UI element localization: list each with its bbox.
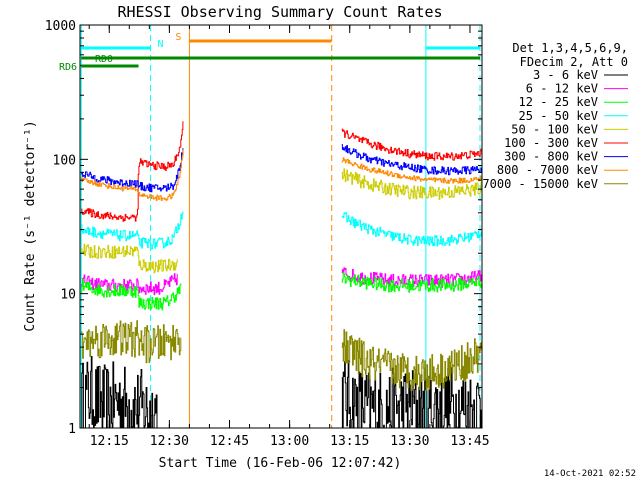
x-tick-label-3: 13:00 (270, 434, 309, 449)
flag-label-n: N (158, 39, 164, 50)
series-1-segment-1 (341, 267, 482, 288)
series-0-segment-0 (81, 356, 158, 428)
plot-area (80, 25, 482, 428)
series-7-segment-1 (341, 157, 482, 184)
flag-label-rd6: RD6 (59, 62, 77, 73)
series-4-segment-0 (81, 243, 178, 274)
x-tick-label-0: 12:15 (90, 434, 129, 449)
legend-label-8: 7000 - 15000 keV (482, 177, 598, 191)
series-8-segment-1 (341, 329, 482, 392)
y-tick-label-2: 100 (53, 153, 76, 168)
legend-label-1: 6 - 12 keV (526, 82, 598, 96)
series-6-segment-0 (81, 148, 184, 193)
series-3-segment-0 (81, 211, 184, 250)
x-axis-label: Start Time (16-Feb-06 12:07:42) (159, 456, 402, 471)
series-8-segment-0 (81, 320, 182, 364)
x-tick-label-1: 12:30 (150, 434, 189, 449)
legend-label-0: 3 - 6 keV (533, 68, 598, 82)
axis-ticks: 12:15 12:30 12:45 13:00 13:15 13:30 13:45 1 10 10… (45, 19, 490, 449)
legend-label-3: 25 - 50 keV (519, 109, 598, 123)
x-tick-label-4: 13:15 (330, 434, 369, 449)
y-tick-label-3: 1000 (45, 19, 76, 34)
series-0-segment-1 (341, 360, 482, 428)
series-7-segment-0 (81, 149, 184, 201)
flag-label-s: S (175, 32, 181, 43)
series-2-segment-0 (81, 279, 182, 311)
flag-label-rd0: RD0 (95, 54, 113, 65)
series-4-segment-1 (341, 168, 482, 200)
series-5-segment-0 (81, 121, 184, 222)
legend-label-5: 100 - 300 keV (504, 136, 598, 150)
y-tick-label-1: 10 (60, 288, 76, 303)
chart-title: RHESSI Observing Summary Count Rates (117, 3, 442, 21)
legend-header-line1: Det 1,3,4,5,6,9, (512, 41, 628, 55)
legend-label-4: 50 - 100 keV (511, 122, 598, 136)
plot-frame (79, 24, 483, 429)
y-tick-label-0: 1 (68, 422, 76, 437)
series-3-segment-1 (341, 212, 482, 247)
x-tick-label-5: 13:30 (390, 434, 429, 449)
series-6-segment-1 (341, 144, 482, 176)
legend-label-7: 800 - 7000 keV (497, 163, 598, 177)
legend-header-line2: FDecim 2, Att 0 (520, 55, 628, 69)
legend-label-6: 300 - 800 keV (504, 150, 598, 164)
x-tick-label-6: 13:45 (450, 434, 489, 449)
series-2-segment-1 (341, 272, 482, 293)
y-axis-label: Count Rate (s⁻¹ detector⁻¹) (23, 120, 38, 331)
series-5-segment-1 (341, 128, 482, 161)
x-tick-label-2: 12:45 (210, 434, 249, 449)
legend-label-2: 12 - 25 keV (519, 95, 598, 109)
timestamp: 14-Oct-2021 02:52 (544, 469, 636, 479)
